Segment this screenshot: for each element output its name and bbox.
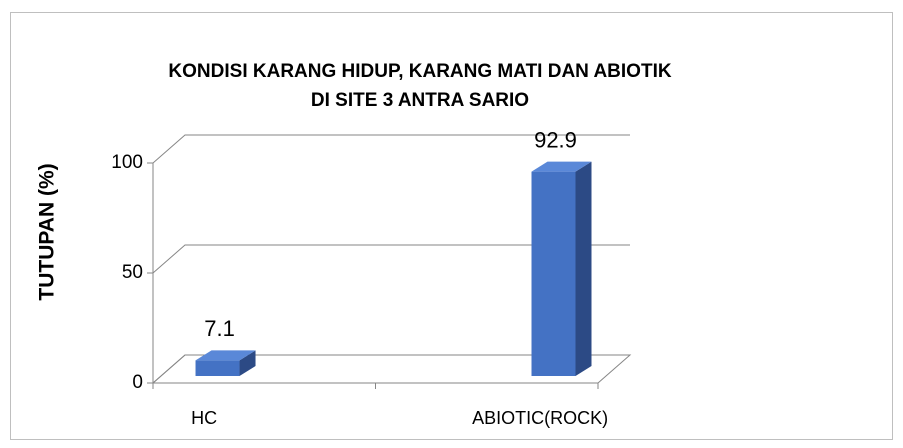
x-tick-label: ABIOTIC(ROCK)	[472, 408, 608, 428]
chart-title: DI SITE 3 ANTRA SARIO	[311, 90, 529, 111]
data-label: 92.9	[534, 127, 577, 152]
bar-face	[195, 350, 256, 361]
grid-line	[152, 244, 630, 274]
bar-face	[239, 350, 256, 376]
chart-frame	[10, 12, 893, 440]
y-tick-label: 50	[122, 262, 143, 283]
bar	[195, 350, 256, 376]
grid-line	[152, 354, 630, 384]
data-label: 7.1	[204, 316, 235, 341]
y-axis-label: TUTUPAN (%)	[36, 163, 59, 300]
y-tick-label: 0	[132, 372, 143, 393]
bar-face	[531, 161, 592, 172]
chart-title: KONDISI KARANG HIDUP, KARANG MATI DAN AB…	[168, 61, 671, 82]
bar-face	[531, 171, 576, 376]
x-tick-label: HC	[191, 408, 217, 428]
grid-line	[152, 134, 630, 164]
bar-face	[575, 161, 592, 376]
y-tick-label: 100	[111, 152, 143, 173]
bar	[531, 161, 592, 376]
bar-face	[195, 360, 240, 376]
